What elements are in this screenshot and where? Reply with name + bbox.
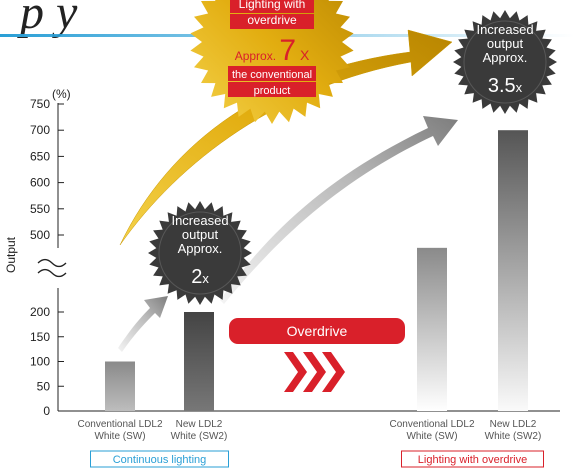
y-tick-label: 100: [30, 355, 50, 369]
badge-text-bg: [230, 0, 314, 13]
group-label-box: [90, 450, 229, 468]
group-label: Lighting with overdrive: [418, 454, 527, 466]
bar-continuous-sw: [105, 361, 135, 411]
group-labels: Continuous lighting Lighting with overdri…: [90, 450, 544, 468]
badge-text: output: [182, 227, 219, 242]
bar-continuous-sw2: [184, 312, 214, 411]
y-tick-label: 550: [30, 202, 50, 216]
y-tick-label: 500: [30, 228, 50, 242]
y-tick-label: 50: [37, 379, 51, 393]
badge-ring: [463, 20, 547, 104]
badge-text: Lighting with: [239, 0, 306, 11]
gold-arrow: [119, 29, 453, 246]
badge-ring: [158, 211, 242, 295]
y-tick-label: 0: [43, 404, 50, 418]
bar-overdrive-sw: [417, 247, 447, 411]
category-label: Conventional LDL2: [389, 419, 474, 430]
silver-arrow-left: [118, 296, 168, 352]
badge-text-bg: [230, 14, 314, 29]
badge: Lighting with overdrive Approx. 7 X the con…: [190, 0, 354, 124]
category-label: Conventional LDL2: [77, 419, 162, 430]
group-label: Continuous lighting: [113, 454, 207, 466]
category-label: White (SW2): [171, 431, 228, 442]
badge-text: overdrive: [247, 13, 297, 27]
y-tick-label: 150: [30, 330, 50, 344]
category-label: White (SW): [406, 431, 457, 442]
bars: [105, 130, 528, 411]
silver-arrow-right: [220, 116, 458, 304]
category-label: New LDL2: [176, 419, 223, 430]
badge-text: Increased: [476, 22, 533, 37]
y-tick-label: 600: [30, 176, 50, 190]
overdrive-label: Overdrive: [287, 323, 348, 339]
y-axis-unit: (%): [52, 87, 71, 101]
heading-fragment: p y: [17, 0, 78, 39]
y-tick-label: 750: [30, 97, 50, 111]
overdrive-indicator: Overdrive: [229, 318, 405, 392]
badge-factor: Approx. 7 X: [235, 34, 310, 67]
badge-text: Approx.: [178, 241, 223, 256]
badge-text-bg: [228, 82, 316, 97]
starburst-shape: [148, 201, 252, 305]
badge-factor: 2x: [191, 266, 209, 288]
badge-text: Approx.: [483, 50, 528, 65]
category-label: White (SW2): [485, 431, 542, 442]
badge-text: the conventional: [232, 69, 312, 81]
category-label: White (SW): [94, 431, 145, 442]
badge-text: output: [487, 36, 524, 51]
badge-text-bg: [228, 66, 316, 81]
y-axis: 0 50 100 150 200 500 550 600 650 700 750: [30, 97, 64, 418]
axis-break-symbol: [34, 248, 74, 288]
y-tick-label: 200: [30, 305, 50, 319]
badge-text-bg: [230, 30, 314, 45]
chevron-right-icon: [284, 352, 345, 392]
y-tick-label: 650: [30, 149, 50, 163]
badge-factor: 3.5x: [488, 75, 523, 97]
bar-overdrive-sw2: [498, 130, 528, 411]
badges: IncreasedoutputApprox.2xIncreasedoutputA…: [148, 0, 557, 305]
badge-text: product: [254, 85, 291, 97]
overdrive-pill: [229, 318, 405, 344]
y-tick-label: 700: [30, 123, 50, 137]
starburst-shape: [453, 10, 557, 114]
category-label: New LDL2: [490, 419, 537, 430]
badge-text: Increased: [171, 213, 228, 228]
y-axis-label: Output: [4, 236, 18, 273]
group-label-box: [401, 450, 544, 468]
